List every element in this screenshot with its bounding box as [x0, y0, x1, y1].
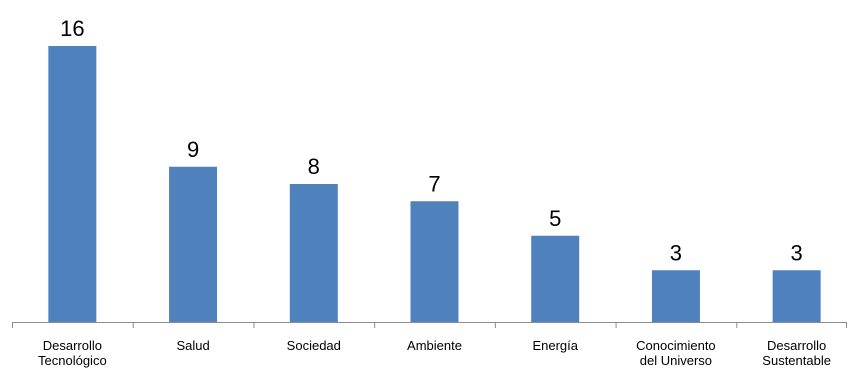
- bar: [651, 270, 700, 322]
- bar: [410, 201, 459, 322]
- bar: [531, 235, 580, 322]
- bar-value-label: 7: [428, 171, 440, 196]
- x-tick-label: Energía: [532, 338, 578, 353]
- bar: [289, 184, 338, 322]
- bar: [169, 166, 218, 322]
- x-tick-label: Ambiente: [407, 338, 462, 353]
- bar-value-label: 3: [670, 240, 682, 265]
- bar-value-label: 9: [187, 137, 199, 162]
- bar-value-label: 3: [791, 240, 803, 265]
- bar-value-label: 16: [60, 16, 84, 41]
- bar: [48, 46, 97, 322]
- x-tick-label: Desarrollo Sustentable: [762, 338, 831, 368]
- bar: [772, 270, 821, 322]
- value-labels-group: 16 9 8 7 5 3 3: [60, 16, 803, 265]
- bar-value-label: 5: [549, 206, 561, 231]
- bars-group: [48, 46, 821, 322]
- x-tick-label: Sociedad: [287, 338, 341, 353]
- x-tick-label: Conocimiento del Universo: [636, 338, 716, 368]
- x-tick-labels-group: Desarrollo Tecnológico Salud Sociedad Ambien…: [38, 338, 831, 368]
- x-tick-label: Salud: [176, 338, 209, 353]
- x-axis: [12, 322, 847, 328]
- bar-value-label: 8: [308, 154, 320, 179]
- x-tick-label: Desarrollo Tecnológico: [38, 338, 107, 368]
